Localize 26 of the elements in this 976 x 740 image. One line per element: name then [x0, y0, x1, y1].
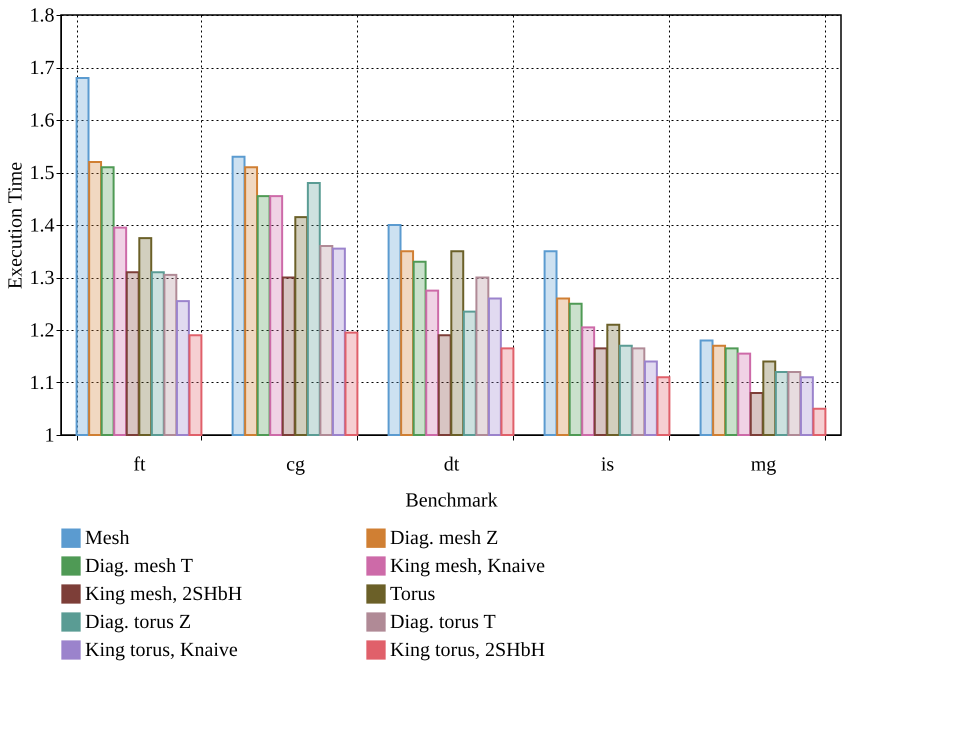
legend-label: Diag. torus T	[390, 611, 496, 633]
x-axis-title: Benchmark	[405, 490, 498, 512]
x-tick-label: mg	[750, 454, 776, 476]
y-tick-label: 1.7	[30, 57, 54, 79]
x-tick-label: ft	[133, 454, 146, 476]
legend-label: Torus	[390, 583, 436, 605]
y-tick-label: 1.1	[30, 372, 54, 394]
y-tick-label: 1.4	[30, 214, 54, 236]
x-tick-label: dt	[444, 454, 460, 476]
y-tick-label: 1.3	[30, 267, 54, 289]
y-tick-label: 1.6	[30, 110, 54, 132]
legend-label: King torus, Knaive	[85, 639, 238, 661]
y-tick-label: 1.2	[30, 320, 54, 342]
legend-label: Diag. torus Z	[85, 611, 192, 633]
y-tick-label: 1.5	[30, 162, 54, 184]
y-axis-title: Execution Time	[4, 162, 26, 290]
legend-label: King mesh, Knaive	[390, 555, 546, 577]
legend-label: King mesh, 2SHbH	[85, 583, 242, 605]
legend-label: Mesh	[85, 527, 130, 550]
legend-label: Diag. mesh Z	[390, 527, 498, 550]
y-tick-label: 1	[44, 424, 54, 446]
legend-label: King torus, 2SHbH	[390, 639, 546, 661]
x-tick-label: is	[600, 454, 614, 476]
legend-label: Diag. mesh T	[85, 555, 193, 577]
x-tick-label: cg	[286, 454, 305, 476]
y-tick-label: 1.8	[30, 4, 54, 26]
